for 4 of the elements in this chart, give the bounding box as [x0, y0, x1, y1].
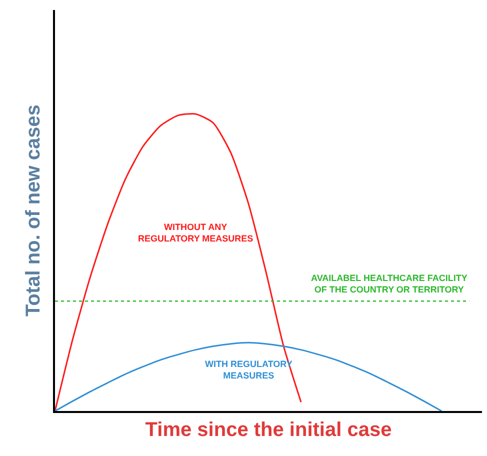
y-axis-title: Total no. of new cases — [22, 104, 44, 316]
ref-line-label: AVAILABEL HEALTHCARE FACILITY OF THE COUNTRY OR TERRITORY — [311, 273, 468, 295]
series-label: WITHOUT ANY REGULATORY MEASURES — [138, 222, 254, 244]
x-axis-title: Time since the initial case — [145, 419, 392, 442]
